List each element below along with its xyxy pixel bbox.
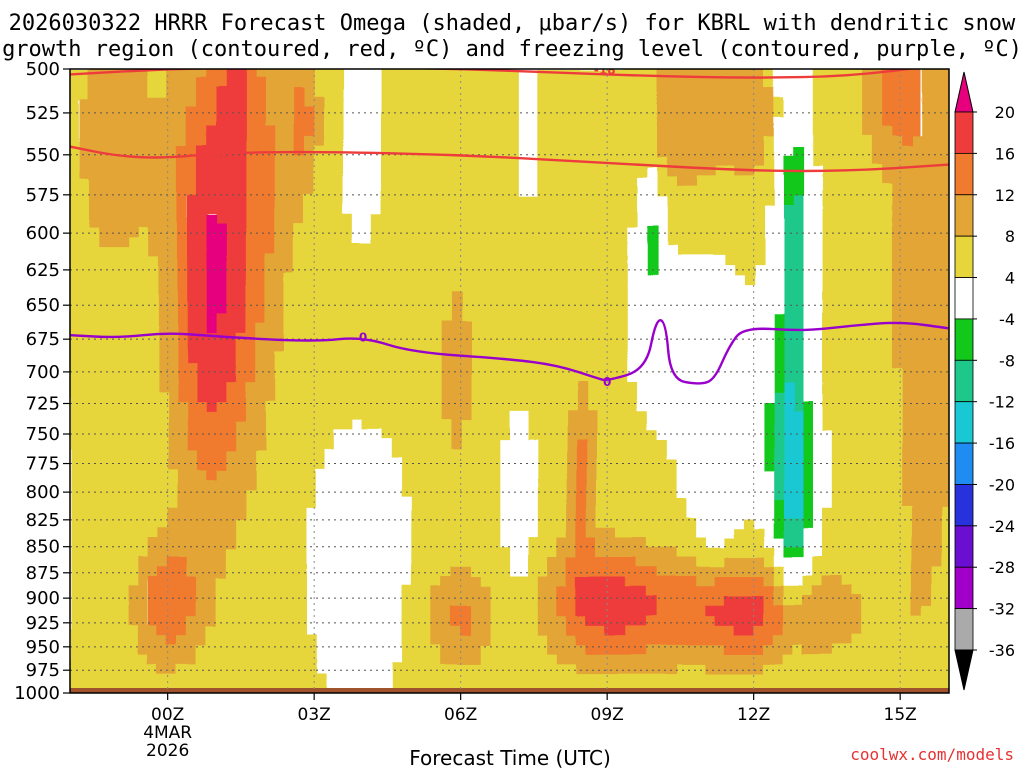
colorbar: 20 16 12 8 4 -4 -8 -12 -16 -20 -24 -28 -32 -36 <box>954 71 1015 691</box>
colorbar-segment <box>954 442 974 485</box>
colorbar-top-arrow <box>954 71 974 113</box>
y-tick-label: 675 <box>26 329 60 350</box>
colorbar-segment <box>954 152 974 196</box>
y-tick-label: 650 <box>26 295 60 316</box>
dgz-minus18-contour <box>70 69 917 79</box>
colorbar-label: -32 <box>989 600 1015 619</box>
colorbar-bottom-arrow <box>954 649 974 691</box>
ground-surface <box>70 688 949 693</box>
omega-band-green <box>646 147 813 558</box>
omega-band-red <box>187 69 765 636</box>
colorbar-label: 12 <box>995 186 1015 205</box>
colorbar-label: 8 <box>1005 227 1015 246</box>
colorbar-label: -12 <box>989 393 1015 412</box>
y-tick-label: 700 <box>26 362 60 383</box>
y-tick-label: 900 <box>26 588 60 609</box>
colorbar-segment <box>954 318 974 361</box>
omega-band-gold <box>79 69 949 675</box>
x-tick-year-label: 2026 <box>146 741 189 761</box>
x-tick-date-label: 4MAR <box>143 723 192 743</box>
y-tick-label: 500 <box>26 59 60 80</box>
x-tick-label: 00Z <box>151 705 184 725</box>
y-tick-label: 950 <box>26 637 60 658</box>
omega-band-teal <box>773 195 804 548</box>
y-tick-label: 625 <box>26 260 60 281</box>
colorbar-segment <box>954 525 974 568</box>
y-tick-label: 775 <box>26 454 60 475</box>
x-tick-label: 15Z <box>884 705 917 725</box>
colorbar-label: -8 <box>999 351 1015 370</box>
colorbar-segment <box>954 401 974 444</box>
credit-text: coolwx.com/models <box>850 745 1014 764</box>
y-tick-label: 800 <box>26 482 60 503</box>
y-axis: 500 525 550 575 600 625 650 675 700 725 750 775 800 8… <box>14 59 70 704</box>
colorbar-label: -4 <box>999 310 1015 329</box>
colorbar-segment <box>954 277 974 320</box>
colorbar-label: -16 <box>989 434 1015 453</box>
y-tick-label: 750 <box>26 424 60 445</box>
freezing-level-contour <box>70 319 949 385</box>
y-tick-label: 725 <box>26 393 60 414</box>
x-axis-title: Forecast Time (UTC) <box>409 746 611 768</box>
colorbar-segment <box>954 194 974 237</box>
y-tick-label: 875 <box>26 563 60 584</box>
y-tick-label: 975 <box>26 660 60 681</box>
y-tick-label: 600 <box>26 223 60 244</box>
x-tick-label: 12Z <box>737 705 770 725</box>
omega-band-cyan <box>782 381 804 519</box>
y-tick-label: 825 <box>26 510 60 531</box>
x-tick-label: 03Z <box>298 705 331 725</box>
plot-frame <box>69 68 950 694</box>
contour-lines: -18 0 0 <box>70 63 949 389</box>
freezing-contour-label: 0 <box>603 375 611 389</box>
colorbar-label: 16 <box>995 144 1015 163</box>
dgz-minus12-contour <box>70 145 949 173</box>
colorbar-segment <box>954 566 974 610</box>
colorbar-label: -28 <box>989 558 1015 577</box>
omega-band-magenta <box>206 215 227 333</box>
omega-band-yellow <box>70 69 949 693</box>
colorbar-segment <box>954 359 974 403</box>
chart-title-line-2: growth region (contoured, red, ºC) and f… <box>2 37 1022 62</box>
x-tick-label: 09Z <box>591 705 624 725</box>
colorbar-segment <box>954 235 974 278</box>
colorbar-label: -20 <box>989 475 1015 494</box>
omega-shaded-field <box>70 69 949 693</box>
x-tick-label: 06Z <box>444 705 477 725</box>
y-tick-label: 1000 <box>14 683 60 704</box>
chart-title-line-1: 2026030322 HRRR Forecast Omega (shaded, … <box>9 11 1016 36</box>
chart-gridlines <box>70 69 949 693</box>
y-tick-label: 575 <box>26 185 60 206</box>
colorbar-label: 4 <box>1005 269 1015 288</box>
y-tick-label: 850 <box>26 537 60 558</box>
colorbar-label: 20 <box>995 103 1015 122</box>
colorbar-segment <box>954 608 974 651</box>
y-tick-label: 525 <box>26 103 60 124</box>
y-tick-label: 925 <box>26 613 60 634</box>
colorbar-segment <box>954 111 974 154</box>
colorbar-segment <box>954 484 974 527</box>
y-tick-label: 550 <box>26 145 60 166</box>
colorbar-label: -36 <box>989 641 1015 660</box>
colorbar-label: -24 <box>989 517 1015 536</box>
freezing-contour-label: 0 <box>359 330 367 344</box>
dgz-contour-label: -18 <box>594 63 616 77</box>
